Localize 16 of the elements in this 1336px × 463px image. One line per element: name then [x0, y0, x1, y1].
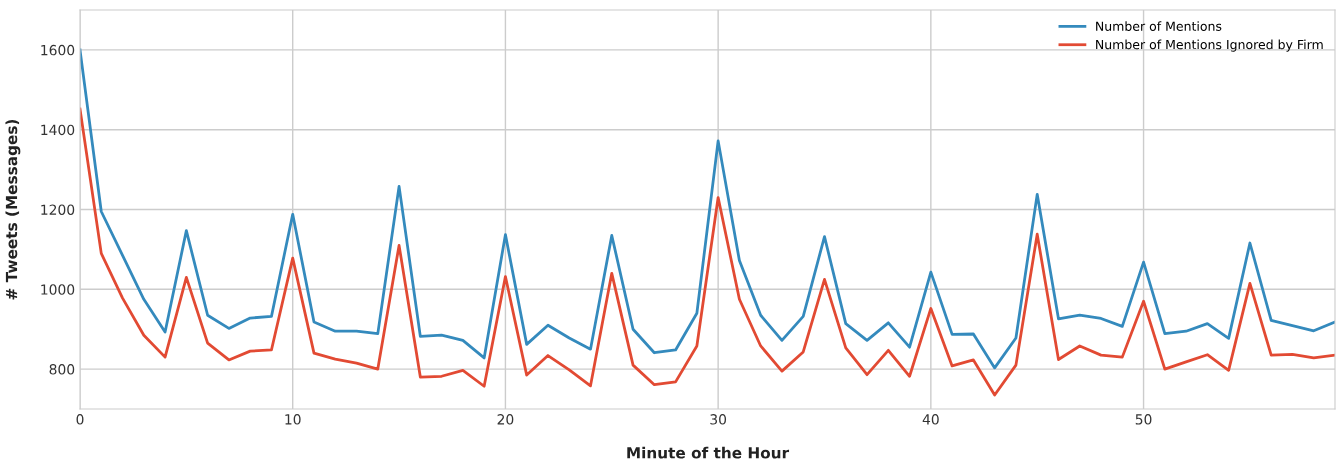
y-tick-label: 800 [49, 364, 75, 375]
legend-label: Number of Mentions [1096, 21, 1222, 31]
y-tick-label: 1000 [41, 284, 75, 295]
line-series [80, 107, 1335, 397]
y-axis-title: # Tweets (Messages) [5, 119, 21, 300]
y-tick-label: 1400 [41, 124, 75, 136]
y-tick-label: 1600 [41, 44, 75, 56]
x-tick-label: 30 [710, 414, 727, 425]
y-tick-label: 1200 [41, 204, 75, 215]
x-tick-label: 10 [285, 414, 301, 425]
x-tick-label: 20 [497, 414, 514, 425]
legend-label: Number of Mentions Ignored by Firm [1096, 39, 1323, 52]
x-tick-label: 0 [76, 414, 84, 425]
x-tick-label: 40 [922, 414, 939, 425]
x-axis-title: Minute of the Hour [627, 446, 790, 459]
x-tick-label: 50 [1135, 414, 1152, 425]
